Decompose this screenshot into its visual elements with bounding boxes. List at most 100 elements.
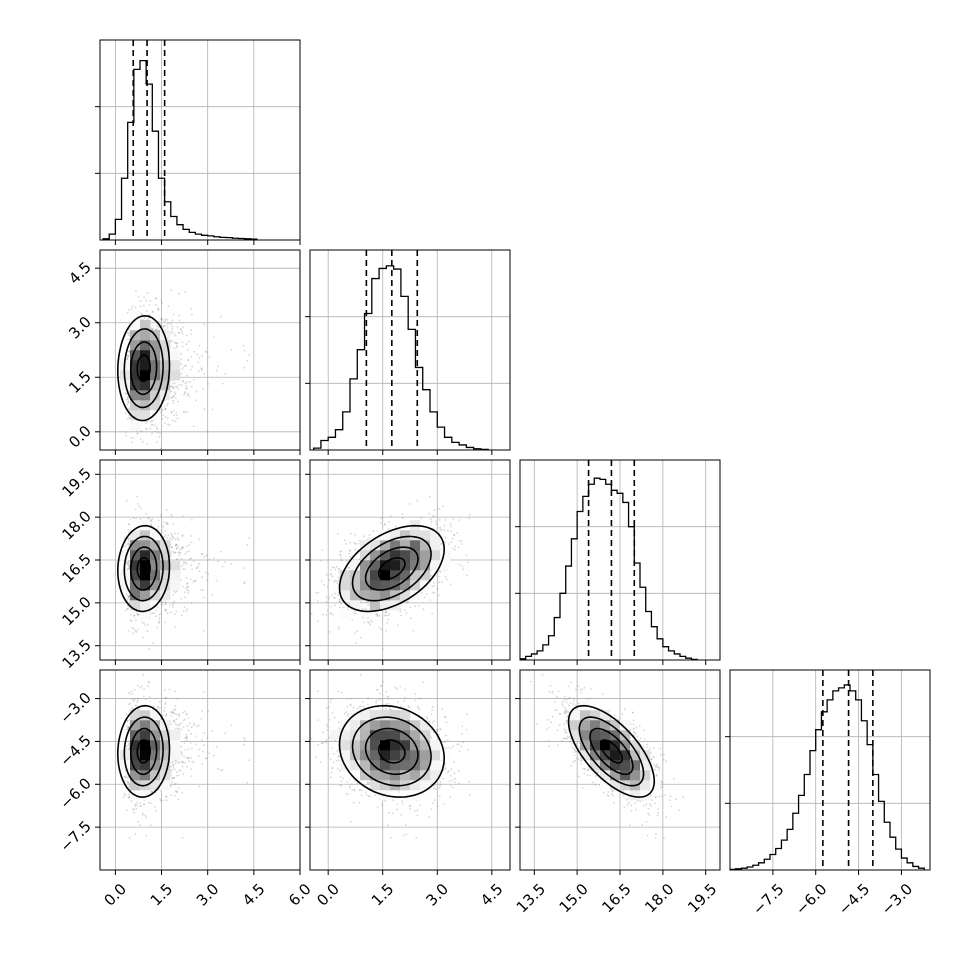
sample-point <box>141 621 143 624</box>
sample-point <box>158 621 161 624</box>
sample-point <box>176 346 178 349</box>
sample-point <box>221 382 224 385</box>
sample-point <box>172 409 175 412</box>
sample-point <box>202 589 205 592</box>
sample-point <box>177 400 180 403</box>
sample-point <box>157 308 159 310</box>
sample-point <box>152 327 155 330</box>
sample-point <box>379 522 382 524</box>
sample-point <box>126 598 129 600</box>
sample-point <box>136 628 139 631</box>
sample-point <box>187 359 190 362</box>
density-cell <box>150 360 161 371</box>
sample-point <box>136 612 139 615</box>
sample-point <box>182 610 185 613</box>
sample-point <box>453 533 456 536</box>
sample-point <box>150 327 152 330</box>
sample-point <box>243 582 246 585</box>
sample-point <box>155 303 158 306</box>
sample-point <box>164 408 167 410</box>
sample-point <box>128 308 130 311</box>
sample-point <box>178 548 181 551</box>
sample-point <box>171 534 173 537</box>
sample-point <box>187 358 190 361</box>
sample-point <box>158 616 161 619</box>
sample-point <box>171 330 174 333</box>
sample-point <box>180 353 183 355</box>
sample-point <box>128 568 131 570</box>
y-tick-label-2-1: 15.0 <box>58 593 94 629</box>
sample-point <box>139 305 142 308</box>
sample-point <box>327 598 330 600</box>
contour-level-0 <box>136 354 152 383</box>
y-tick-label-2-3: 18.0 <box>58 507 94 543</box>
sample-point <box>169 424 171 426</box>
sample-point <box>125 543 128 546</box>
sample-point <box>174 538 177 541</box>
sample-point <box>154 328 157 331</box>
sample-point <box>178 554 180 557</box>
sample-point <box>171 546 173 548</box>
sample-point <box>190 385 193 388</box>
panel-frame-0-0 <box>99 39 301 241</box>
sample-point <box>195 567 198 570</box>
sample-point <box>242 567 245 569</box>
sample-point <box>129 614 132 617</box>
sample-point <box>149 612 152 615</box>
sample-point <box>127 400 130 403</box>
sample-point <box>151 423 154 426</box>
sample-point <box>164 320 167 322</box>
sample-point <box>169 552 172 555</box>
sample-point <box>127 529 130 532</box>
sample-point <box>126 397 129 400</box>
density-cell <box>120 550 131 561</box>
sample-point <box>166 319 169 321</box>
sample-point <box>200 367 203 370</box>
sample-point <box>127 562 130 565</box>
sample-point <box>172 604 175 606</box>
density-cell <box>160 360 171 371</box>
sample-point <box>143 317 146 319</box>
sample-point <box>165 609 168 612</box>
sample-point <box>201 355 203 358</box>
sample-point <box>177 387 180 390</box>
sample-point <box>170 410 173 413</box>
sample-point <box>190 333 193 336</box>
sample-point <box>126 357 129 360</box>
sample-point <box>127 538 130 541</box>
sample-point <box>188 557 191 560</box>
sample-point <box>160 318 163 321</box>
sample-point <box>171 319 174 322</box>
sample-point <box>139 300 142 303</box>
sample-point <box>148 317 150 320</box>
contours-2-0 <box>116 524 171 613</box>
density-cell <box>150 380 161 391</box>
sample-point <box>190 307 193 310</box>
sample-point <box>329 573 332 576</box>
sample-point <box>128 538 131 541</box>
sample-point <box>135 454 137 456</box>
sample-point <box>128 565 131 567</box>
sample-point <box>181 534 184 536</box>
sample-point <box>158 618 161 621</box>
sample-point <box>186 583 188 585</box>
sample-point <box>128 349 131 352</box>
sample-point <box>467 561 470 564</box>
density-cell <box>130 560 141 571</box>
sample-point <box>124 545 127 548</box>
sample-point <box>165 523 168 526</box>
sample-point <box>164 529 167 532</box>
sample-point <box>145 427 148 430</box>
sample-point <box>157 620 160 623</box>
sample-point <box>185 551 188 553</box>
sample-point <box>128 566 131 569</box>
sample-point <box>150 524 153 526</box>
sample-point <box>127 542 130 545</box>
sample-point <box>186 374 188 377</box>
sample-point <box>439 528 442 530</box>
sample-point <box>332 613 334 616</box>
sample-point <box>189 578 192 581</box>
sample-point <box>185 576 188 579</box>
sample-point <box>125 434 127 437</box>
sample-point <box>315 591 318 594</box>
